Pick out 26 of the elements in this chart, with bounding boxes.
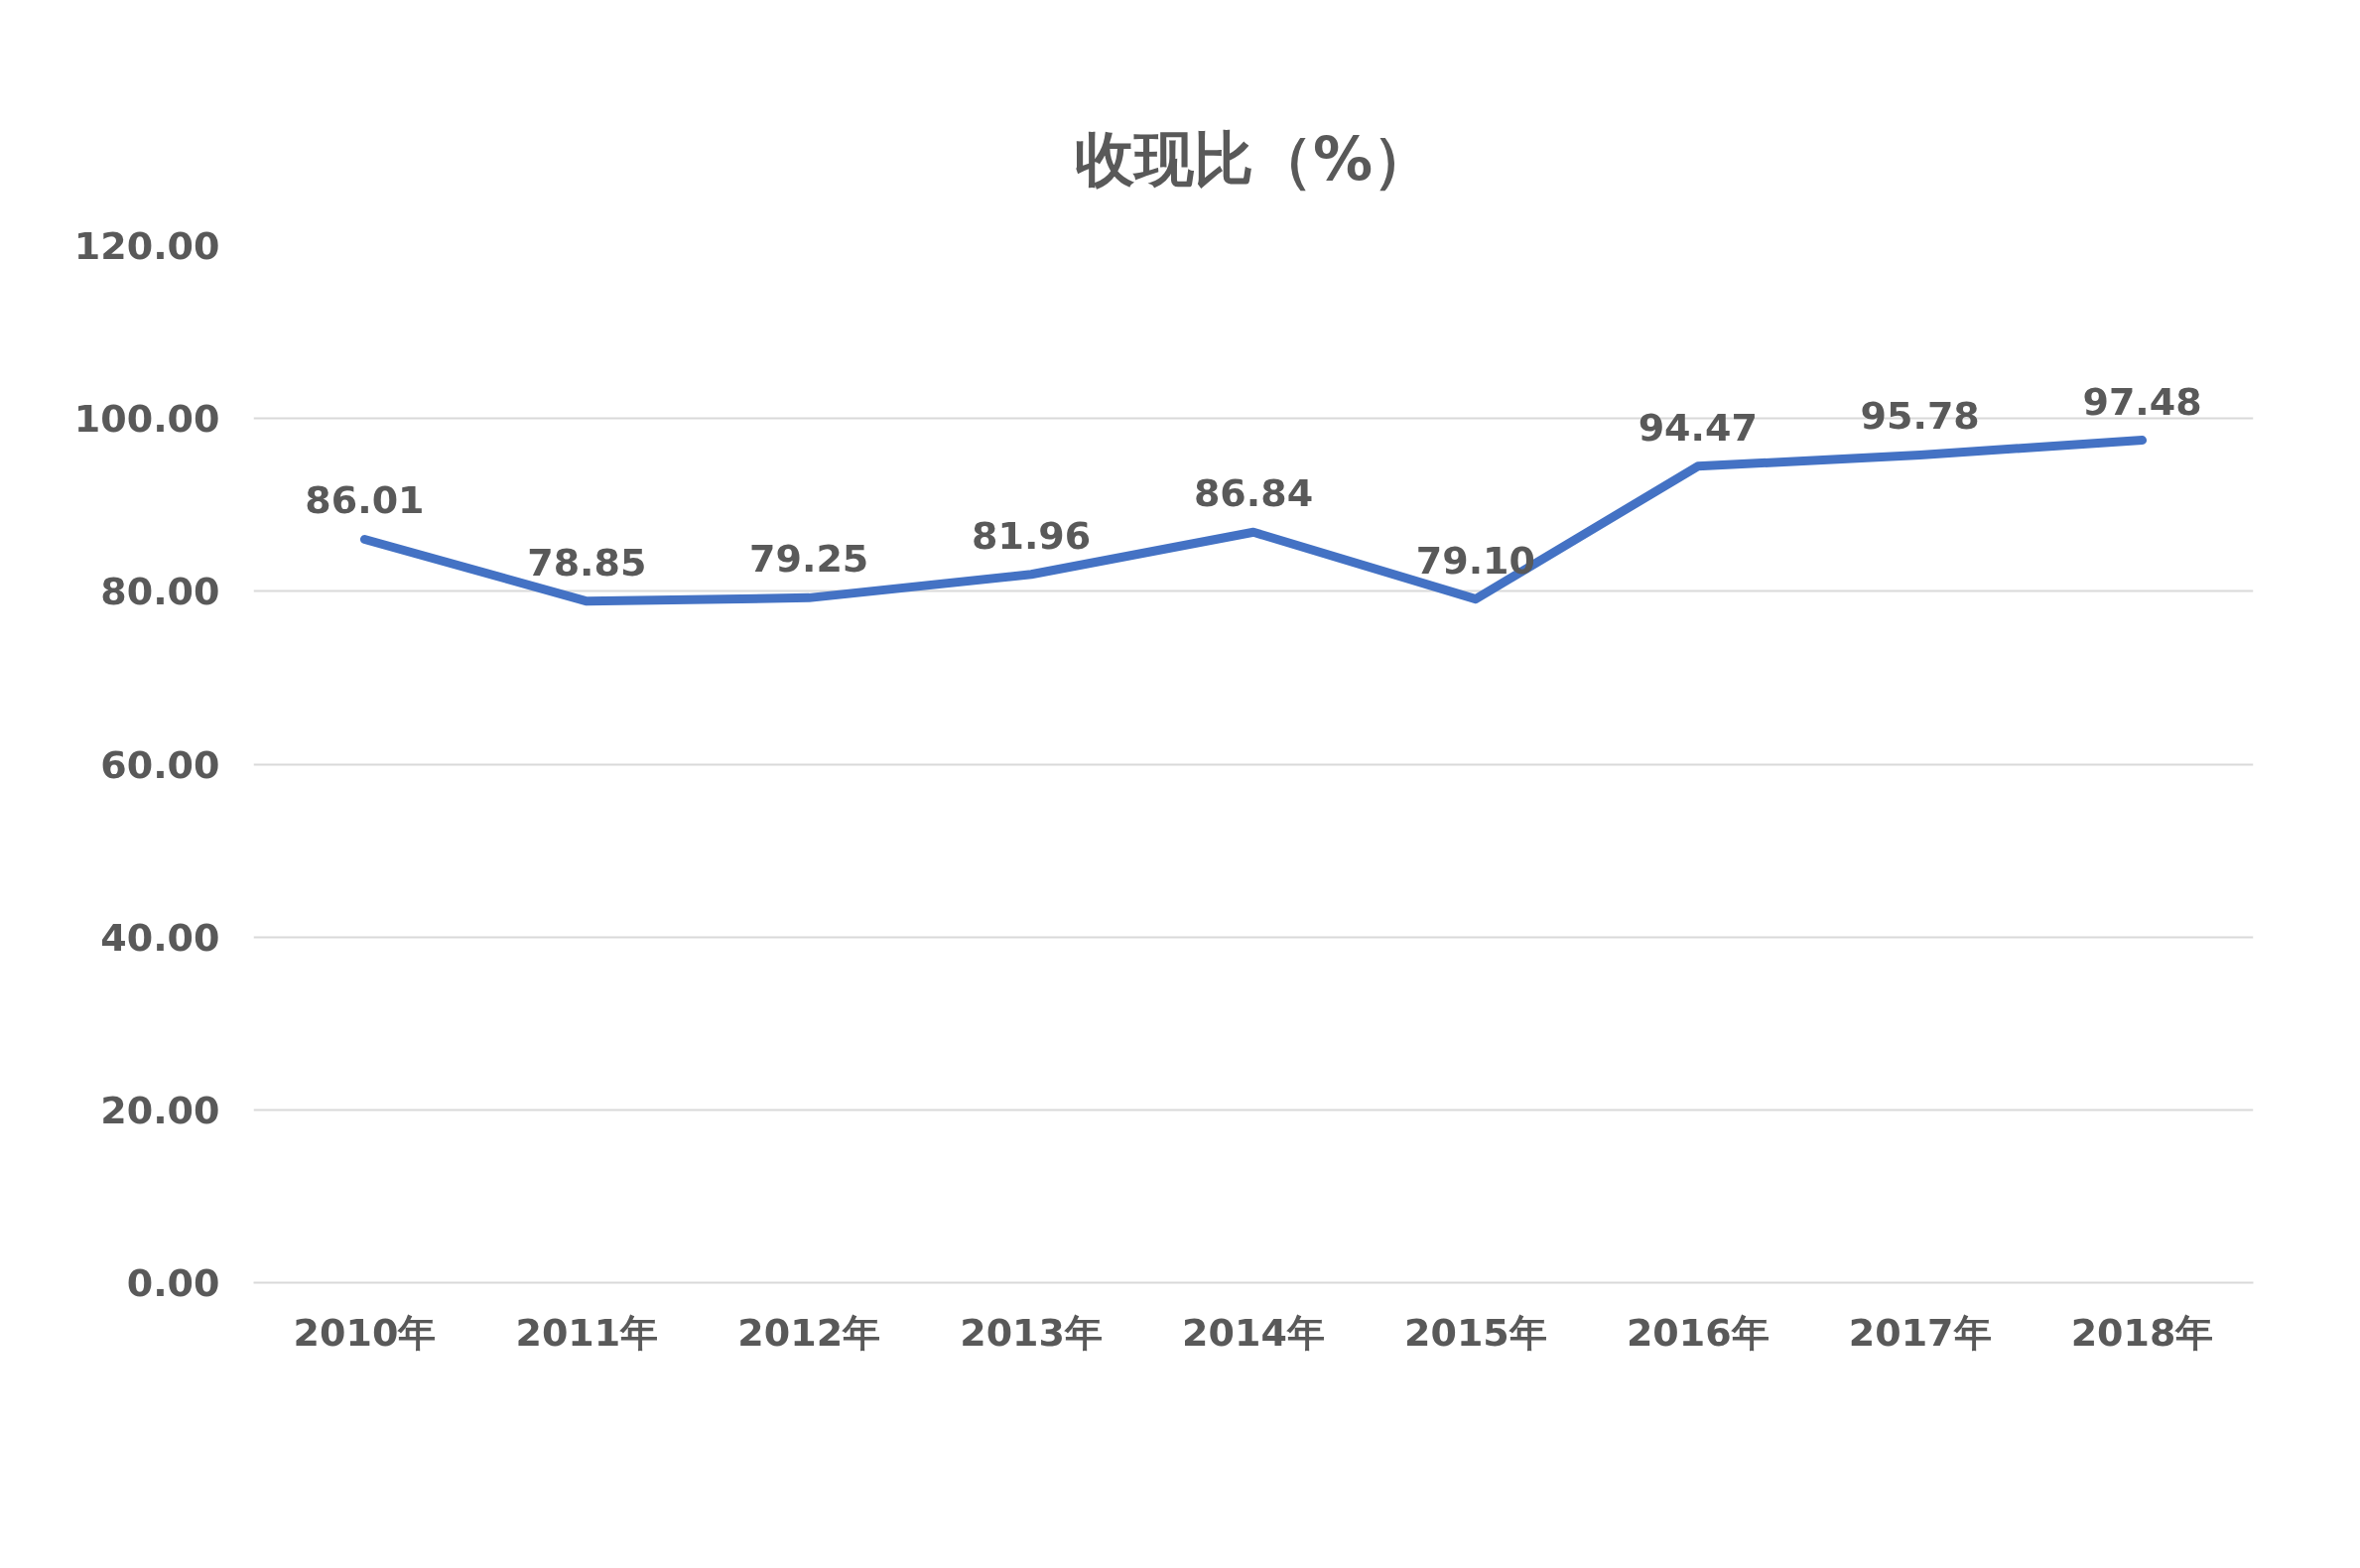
- chart-title: 收现比（%）: [1074, 124, 1433, 194]
- x-tick-label: 2016年: [1626, 1310, 1770, 1355]
- y-tick-label: 80.00: [100, 570, 220, 614]
- x-tick-label: 2014年: [1182, 1310, 1325, 1355]
- x-tick-label: 2015年: [1404, 1310, 1547, 1355]
- y-tick-label: 60.00: [100, 742, 220, 787]
- data-label: 79.25: [749, 537, 869, 582]
- x-tick-label: 2018年: [2070, 1310, 2214, 1355]
- data-label: 95.78: [1860, 394, 1980, 439]
- y-tick-label: 0.00: [126, 1261, 220, 1305]
- data-label: 94.47: [1638, 405, 1758, 450]
- y-tick-label: 40.00: [100, 915, 220, 960]
- x-tick-label: 2013年: [960, 1310, 1103, 1355]
- data-label: 97.48: [2082, 379, 2202, 424]
- x-tick-label: 2010年: [293, 1310, 437, 1355]
- y-tick-label: 100.00: [73, 397, 220, 442]
- x-tick-label: 2017年: [1848, 1310, 1992, 1355]
- y-tick-label: 120.00: [73, 224, 220, 268]
- y-tick-label: 20.00: [100, 1088, 220, 1132]
- x-tick-label: 2011年: [515, 1310, 659, 1355]
- x-tick-label: 2012年: [737, 1310, 881, 1355]
- data-label: 86.01: [305, 478, 425, 523]
- data-label: 79.10: [1415, 538, 1535, 583]
- data-label: 81.96: [972, 513, 1092, 558]
- data-label: 86.84: [1193, 471, 1314, 516]
- data-label: 78.85: [527, 540, 647, 585]
